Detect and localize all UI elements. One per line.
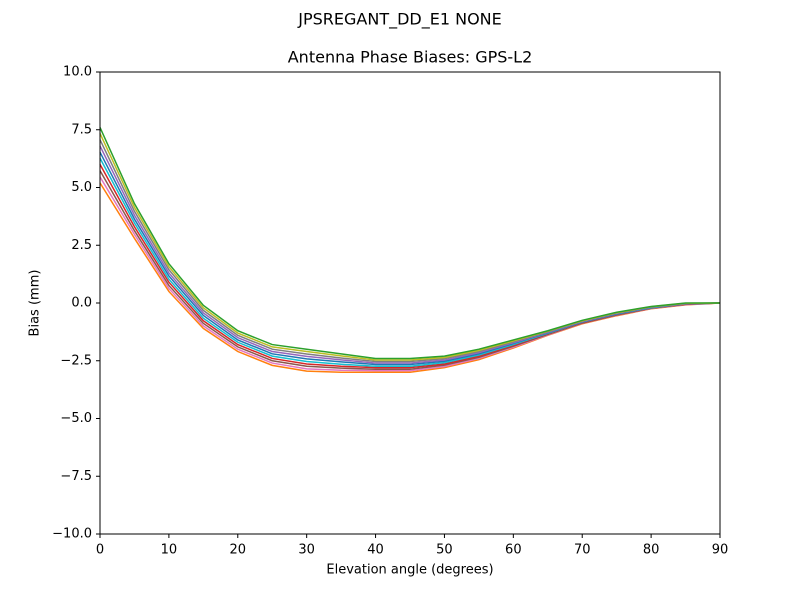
x-tick-label: 90 — [712, 543, 729, 558]
plot-area — [99, 127, 721, 374]
y-tick-label: 7.5 — [71, 122, 92, 137]
series-line — [99, 151, 721, 366]
x-tick-label: 20 — [230, 543, 247, 558]
suptitle: JPSREGANT_DD_E1 NONE — [297, 10, 502, 30]
y-tick-label: −7.5 — [60, 469, 92, 484]
series-line — [99, 145, 721, 364]
x-tick-label: 0 — [96, 543, 104, 558]
x-tick-label: 30 — [298, 543, 315, 558]
x-tick-label: 50 — [436, 543, 453, 558]
y-tick-label: 5.0 — [71, 180, 92, 195]
chart-title: Antenna Phase Biases: GPS-L2 — [288, 48, 533, 67]
x-tick-label: 40 — [367, 543, 384, 558]
y-tick-label: 2.5 — [71, 238, 92, 253]
y-tick-label: 10.0 — [63, 65, 92, 80]
x-tick-label: 80 — [643, 543, 660, 558]
y-tick-label: −5.0 — [60, 411, 92, 426]
series-line — [99, 139, 721, 363]
series-line — [99, 176, 721, 372]
series-line — [99, 170, 721, 371]
x-tick-label: 60 — [505, 543, 522, 558]
x-tick-label: 10 — [161, 543, 178, 558]
y-tick-label: 0.0 — [71, 296, 92, 311]
series-line — [99, 182, 721, 374]
x-tick-label: 70 — [574, 543, 591, 558]
x-axis-label: Elevation angle (degrees) — [326, 563, 493, 578]
series-line — [99, 157, 721, 368]
y-axis-label: Bias (mm) — [28, 270, 43, 337]
series-line — [99, 127, 720, 360]
series-line — [99, 133, 721, 361]
y-tick-label: −2.5 — [60, 353, 92, 368]
series-line — [99, 164, 721, 369]
y-tick-label: −10.0 — [52, 527, 92, 542]
